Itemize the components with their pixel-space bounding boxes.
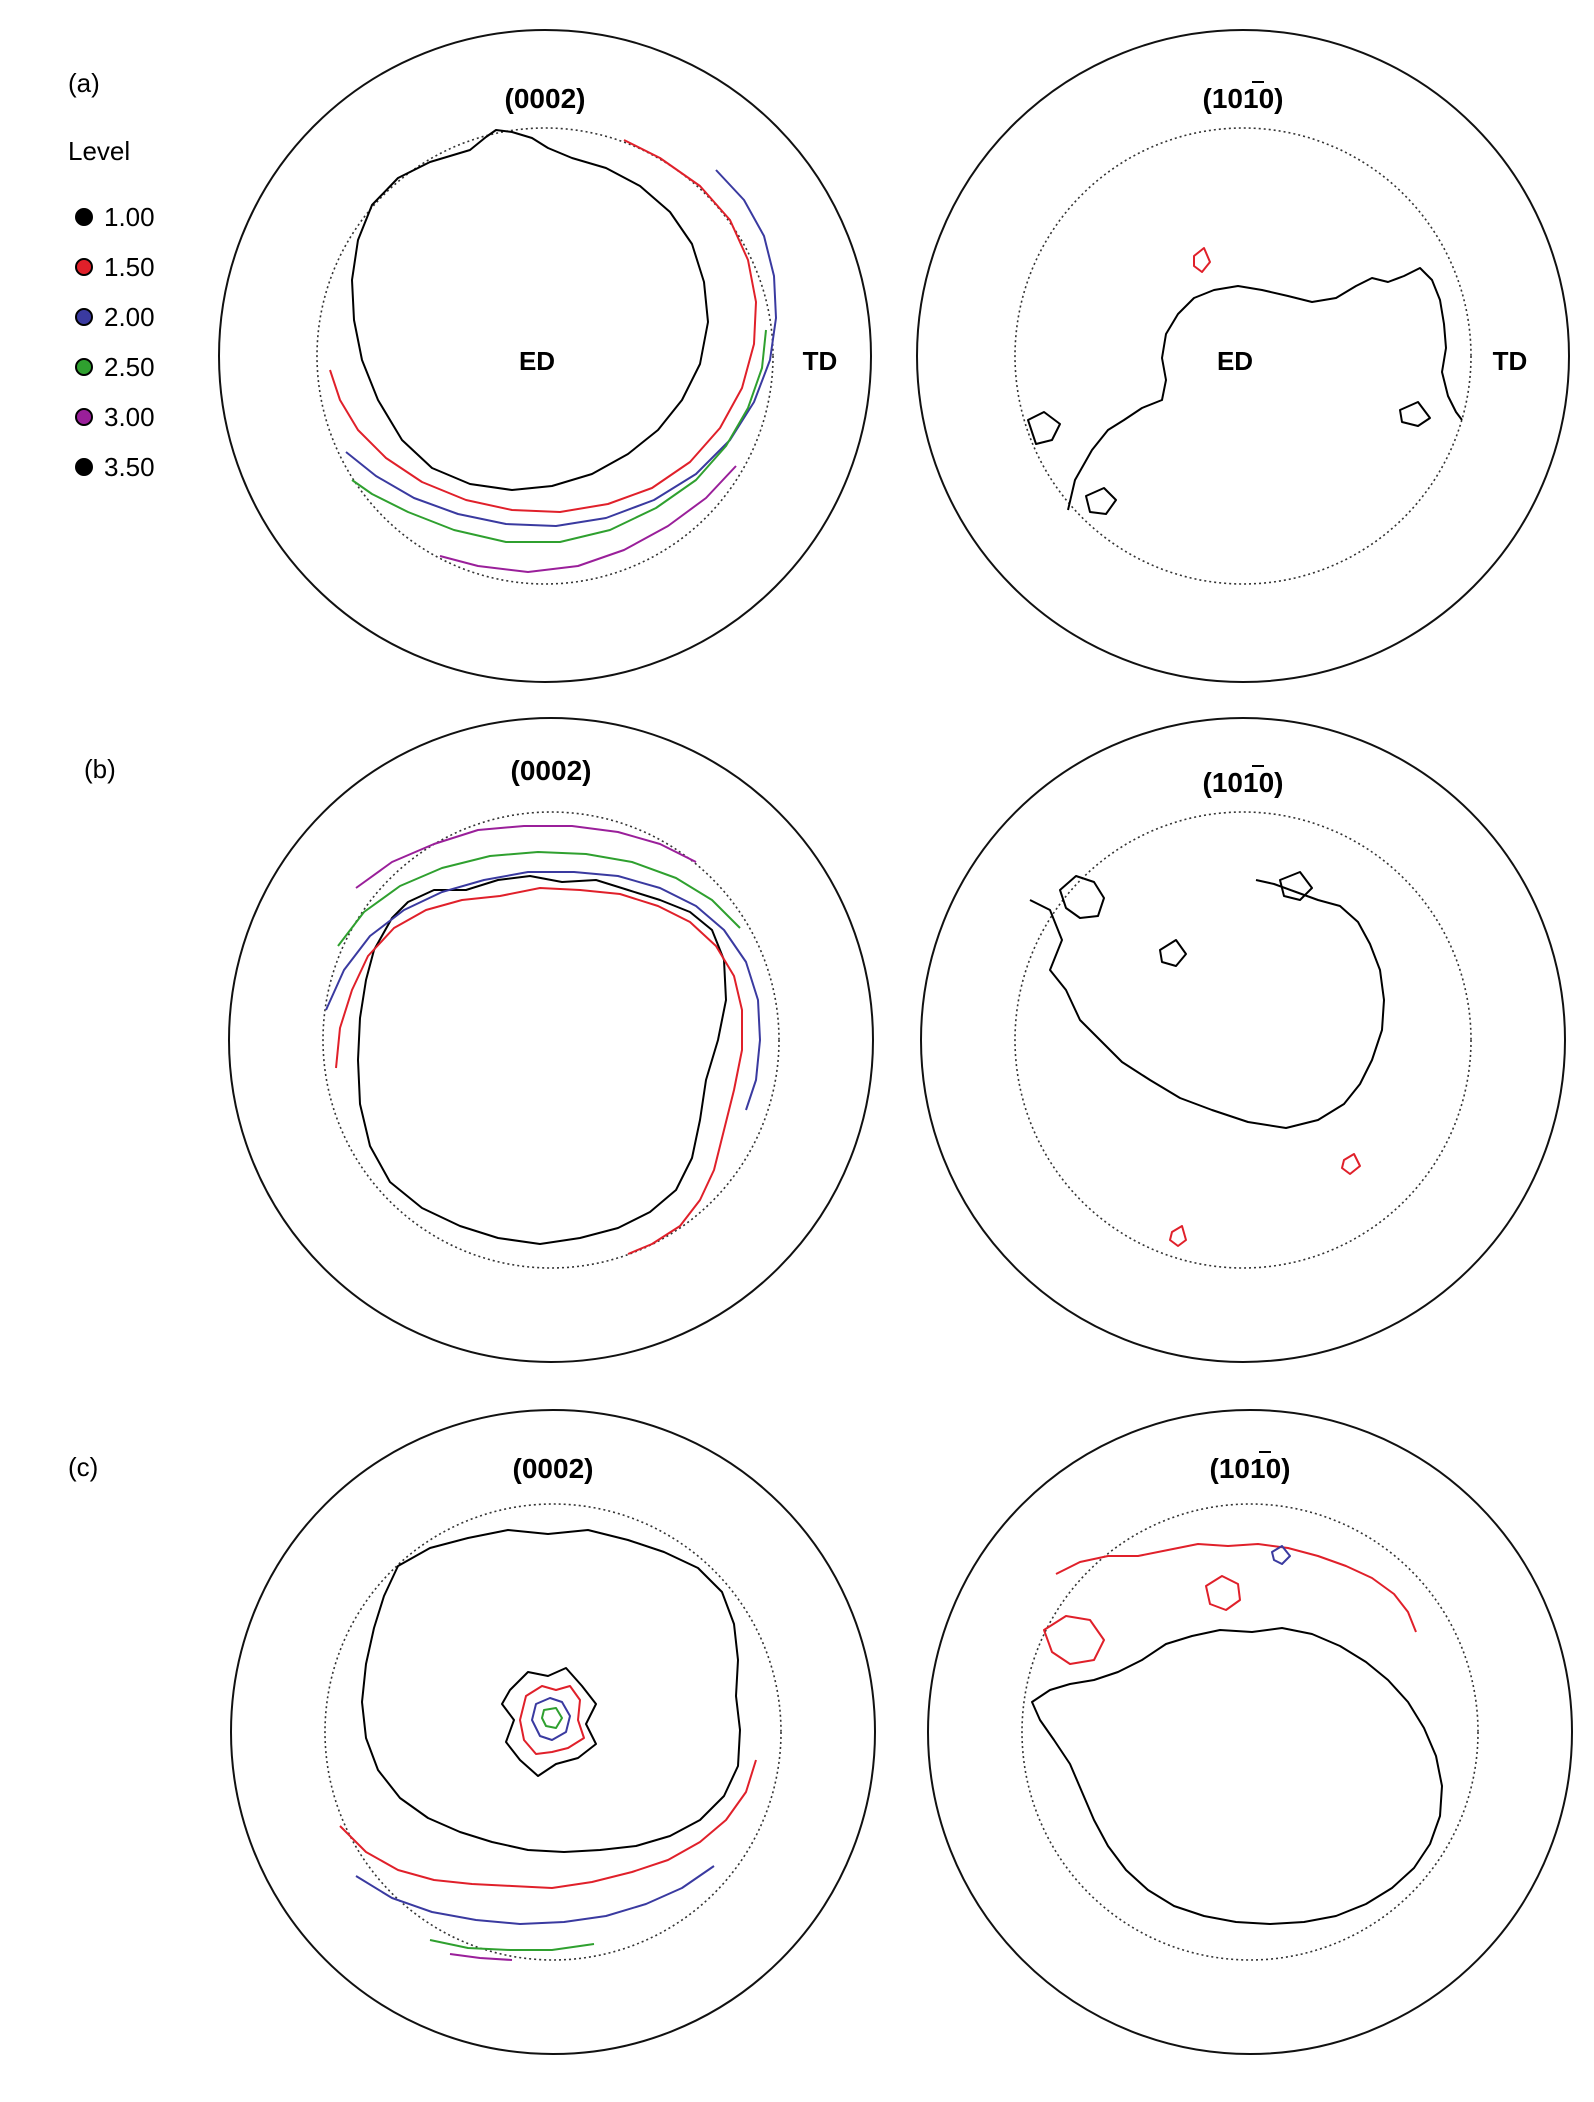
td-label: TD xyxy=(803,346,838,376)
contour-level-1.5 xyxy=(1043,1615,1105,1665)
contour-level-1 xyxy=(1399,401,1431,427)
pole-figure-1010: (1010) 1 ED TD xyxy=(916,29,1570,683)
contour-level-1 xyxy=(351,129,709,491)
legend-swatch-3 xyxy=(75,308,93,326)
contour-level-2.5 xyxy=(351,329,767,543)
legend-value: 1.00 xyxy=(104,202,155,232)
pole-figure-title: (1010) xyxy=(1203,83,1284,114)
legend-swatch-2 xyxy=(75,258,93,276)
contour-level-1 xyxy=(357,875,727,1245)
legend-value: 2.00 xyxy=(104,302,155,332)
contour-level-1 xyxy=(1029,879,1385,1129)
projection-circle xyxy=(316,127,774,585)
legend-item: 2.50 xyxy=(75,352,155,382)
projection-circle xyxy=(322,811,780,1269)
projection-circle xyxy=(1021,1503,1479,1961)
pole-figure-0002: (0002) ED TD xyxy=(218,29,872,683)
outer-circle xyxy=(218,29,872,683)
pole-figure-1010: (1010) 1 xyxy=(920,717,1566,1363)
outer-circle xyxy=(927,1409,1573,2055)
projection-circle xyxy=(1014,811,1472,1269)
contour-level-1 xyxy=(1279,871,1313,901)
legend-item: 1.00 xyxy=(75,202,155,232)
legend-title: Level xyxy=(68,136,130,166)
contour-level-1 xyxy=(1159,939,1187,967)
legend-item: 2.00 xyxy=(75,302,155,332)
td-label: TD xyxy=(1493,346,1528,376)
contour-level-2 xyxy=(1271,1545,1291,1565)
projection-circle xyxy=(324,1503,782,1961)
panel-label: (b) xyxy=(84,754,116,784)
panel-label: (a) xyxy=(68,68,100,98)
contour-level-1 xyxy=(1085,487,1117,515)
pole-figure-0002: (0002) xyxy=(230,1409,876,2055)
legend: Level 1.00 1.50 2.00 2.50 3.00 3.50 xyxy=(68,136,155,482)
contour-level-1.5 xyxy=(329,139,757,513)
legend-swatch-4 xyxy=(75,358,93,376)
pole-figure-title: (0002) xyxy=(511,755,592,786)
contour-level-1 xyxy=(1067,267,1463,511)
contour-level-3 xyxy=(439,465,737,573)
legend-value: 2.50 xyxy=(104,352,155,382)
contour-level-1.5 xyxy=(1169,1225,1187,1247)
ed-label: ED xyxy=(519,346,555,376)
contour-central-spike xyxy=(531,1697,571,1741)
pole-figure-title: (0002) xyxy=(505,83,586,114)
pole-figure-1010: (1010) 1 xyxy=(927,1409,1573,2055)
panel-c: (c) (0002) (1010) 1 xyxy=(68,1409,1573,2055)
outer-circle xyxy=(916,29,1570,683)
contour-level-1.5 xyxy=(339,1759,757,1889)
contour-level-2.5 xyxy=(429,1939,595,1951)
contour-central-spike xyxy=(501,1667,597,1777)
outer-circle xyxy=(228,717,874,1363)
legend-swatch-1 xyxy=(75,208,93,226)
ed-label: ED xyxy=(1217,346,1253,376)
panel-label: (c) xyxy=(68,1452,98,1482)
contour-central-spike xyxy=(541,1707,563,1729)
pole-figure-0002: (0002) xyxy=(228,717,874,1363)
contour-level-1.5 xyxy=(1341,1153,1361,1175)
pole-figure-title: (1010) xyxy=(1203,767,1284,798)
contour-level-2 xyxy=(345,169,777,527)
contour-level-1 xyxy=(1027,411,1061,445)
contour-level-3 xyxy=(355,825,697,889)
pole-figure-title: (0002) xyxy=(513,1453,594,1484)
pole-figure-title: (1010) xyxy=(1210,1453,1291,1484)
legend-value: 3.00 xyxy=(104,402,155,432)
contour-level-1.5 xyxy=(1205,1575,1241,1611)
contour-level-1.5 xyxy=(335,887,743,1255)
legend-swatch-6 xyxy=(75,458,93,476)
legend-item: 1.50 xyxy=(75,252,155,282)
legend-value: 3.50 xyxy=(104,452,155,482)
outer-circle xyxy=(920,717,1566,1363)
legend-item: 3.00 xyxy=(75,402,155,432)
contour-level-1.5 xyxy=(1193,247,1211,273)
outer-circle xyxy=(230,1409,876,2055)
projection-circle xyxy=(1014,127,1472,585)
contour-level-2 xyxy=(355,1865,715,1925)
contour-level-1 xyxy=(1059,875,1105,919)
legend-item: 3.50 xyxy=(75,452,155,482)
contour-level-1.5 xyxy=(1055,1543,1417,1633)
legend-value: 1.50 xyxy=(104,252,155,282)
contour-level-2 xyxy=(325,871,761,1111)
panel-b: (b) (0002) (1010) 1 xyxy=(84,717,1566,1363)
panel-a: (a) (0002) ED TD (1010) 1 ED TD xyxy=(68,29,1570,683)
contour-level-1 xyxy=(361,1529,741,1853)
contour-level-2.5 xyxy=(337,851,741,947)
contour-level-1 xyxy=(1031,1627,1443,1925)
legend-swatch-5 xyxy=(75,408,93,426)
contour-level-3 xyxy=(449,1953,513,1961)
contour-central-spike xyxy=(519,1685,585,1755)
